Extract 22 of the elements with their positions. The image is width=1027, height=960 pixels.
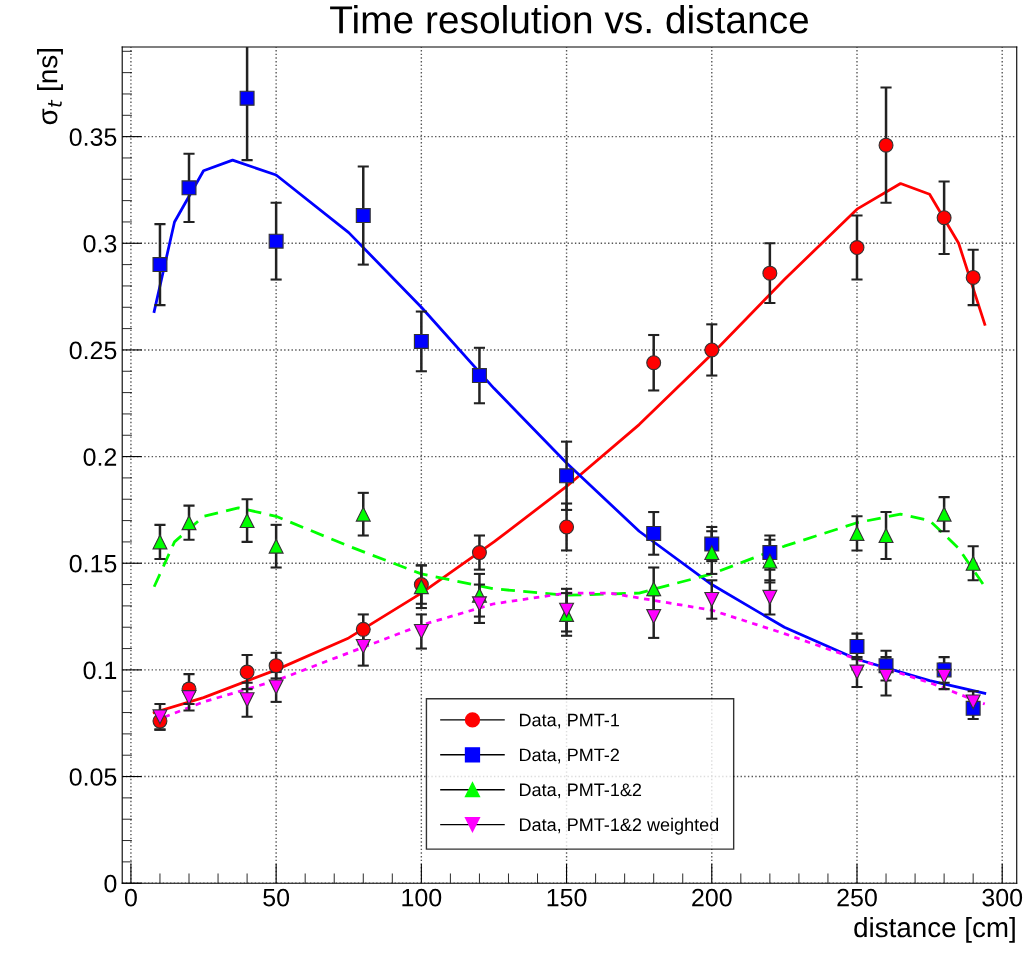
x-tick-label: 200 [692,888,732,907]
y-tick-label: 0.15 [69,554,117,573]
y-axis-title: σ$_{t}$ [ns] [37,49,63,125]
y-tick-label: 0.2 [83,448,117,466]
legend-label: Data, PMT-1&2 [520,783,642,799]
legend-label: Data, PMT-1 [520,713,619,729]
x-tick-label: 150 [547,888,587,907]
x-tick-label: 250 [837,888,877,907]
x-tick-label: 300 [982,888,1023,907]
legend-label: Data, PMT-1&2 weighted [520,817,719,835]
x-tick-label: 100 [402,888,442,907]
y-tick-label: 0.05 [69,768,117,786]
y-tick-label: 0.25 [69,341,117,360]
y-tick-label: 0 [104,874,117,893]
x-axis-title: distance [cm] [854,916,1015,943]
y-tick-label: 0.1 [83,661,117,680]
chart-title: Time resolution vs. distance [330,4,809,34]
x-tick-label: 50 [263,888,290,907]
x-tick-label: 0 [124,888,137,907]
y-tick-label: 0.35 [69,128,117,146]
legend-label: Data, PMT-2 [520,748,619,764]
y-tick-label: 0.3 [83,234,117,253]
